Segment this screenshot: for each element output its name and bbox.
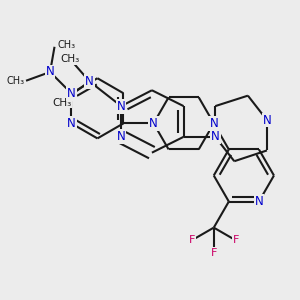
Text: F: F (233, 236, 239, 245)
Text: N: N (254, 195, 263, 208)
Text: F: F (188, 236, 195, 245)
Text: F: F (211, 248, 217, 258)
Text: N: N (85, 75, 94, 88)
Text: N: N (46, 65, 55, 79)
Text: N: N (262, 113, 271, 127)
Text: N: N (211, 130, 220, 143)
Text: N: N (117, 100, 126, 112)
Text: CH₃: CH₃ (52, 98, 72, 108)
Text: CH₃: CH₃ (61, 54, 80, 64)
Text: N: N (67, 87, 76, 100)
Text: N: N (117, 130, 126, 143)
Text: N: N (149, 117, 158, 130)
Text: CH₃: CH₃ (6, 76, 25, 86)
Text: N: N (67, 117, 76, 130)
Text: N: N (209, 117, 218, 130)
Text: CH₃: CH₃ (57, 40, 75, 50)
